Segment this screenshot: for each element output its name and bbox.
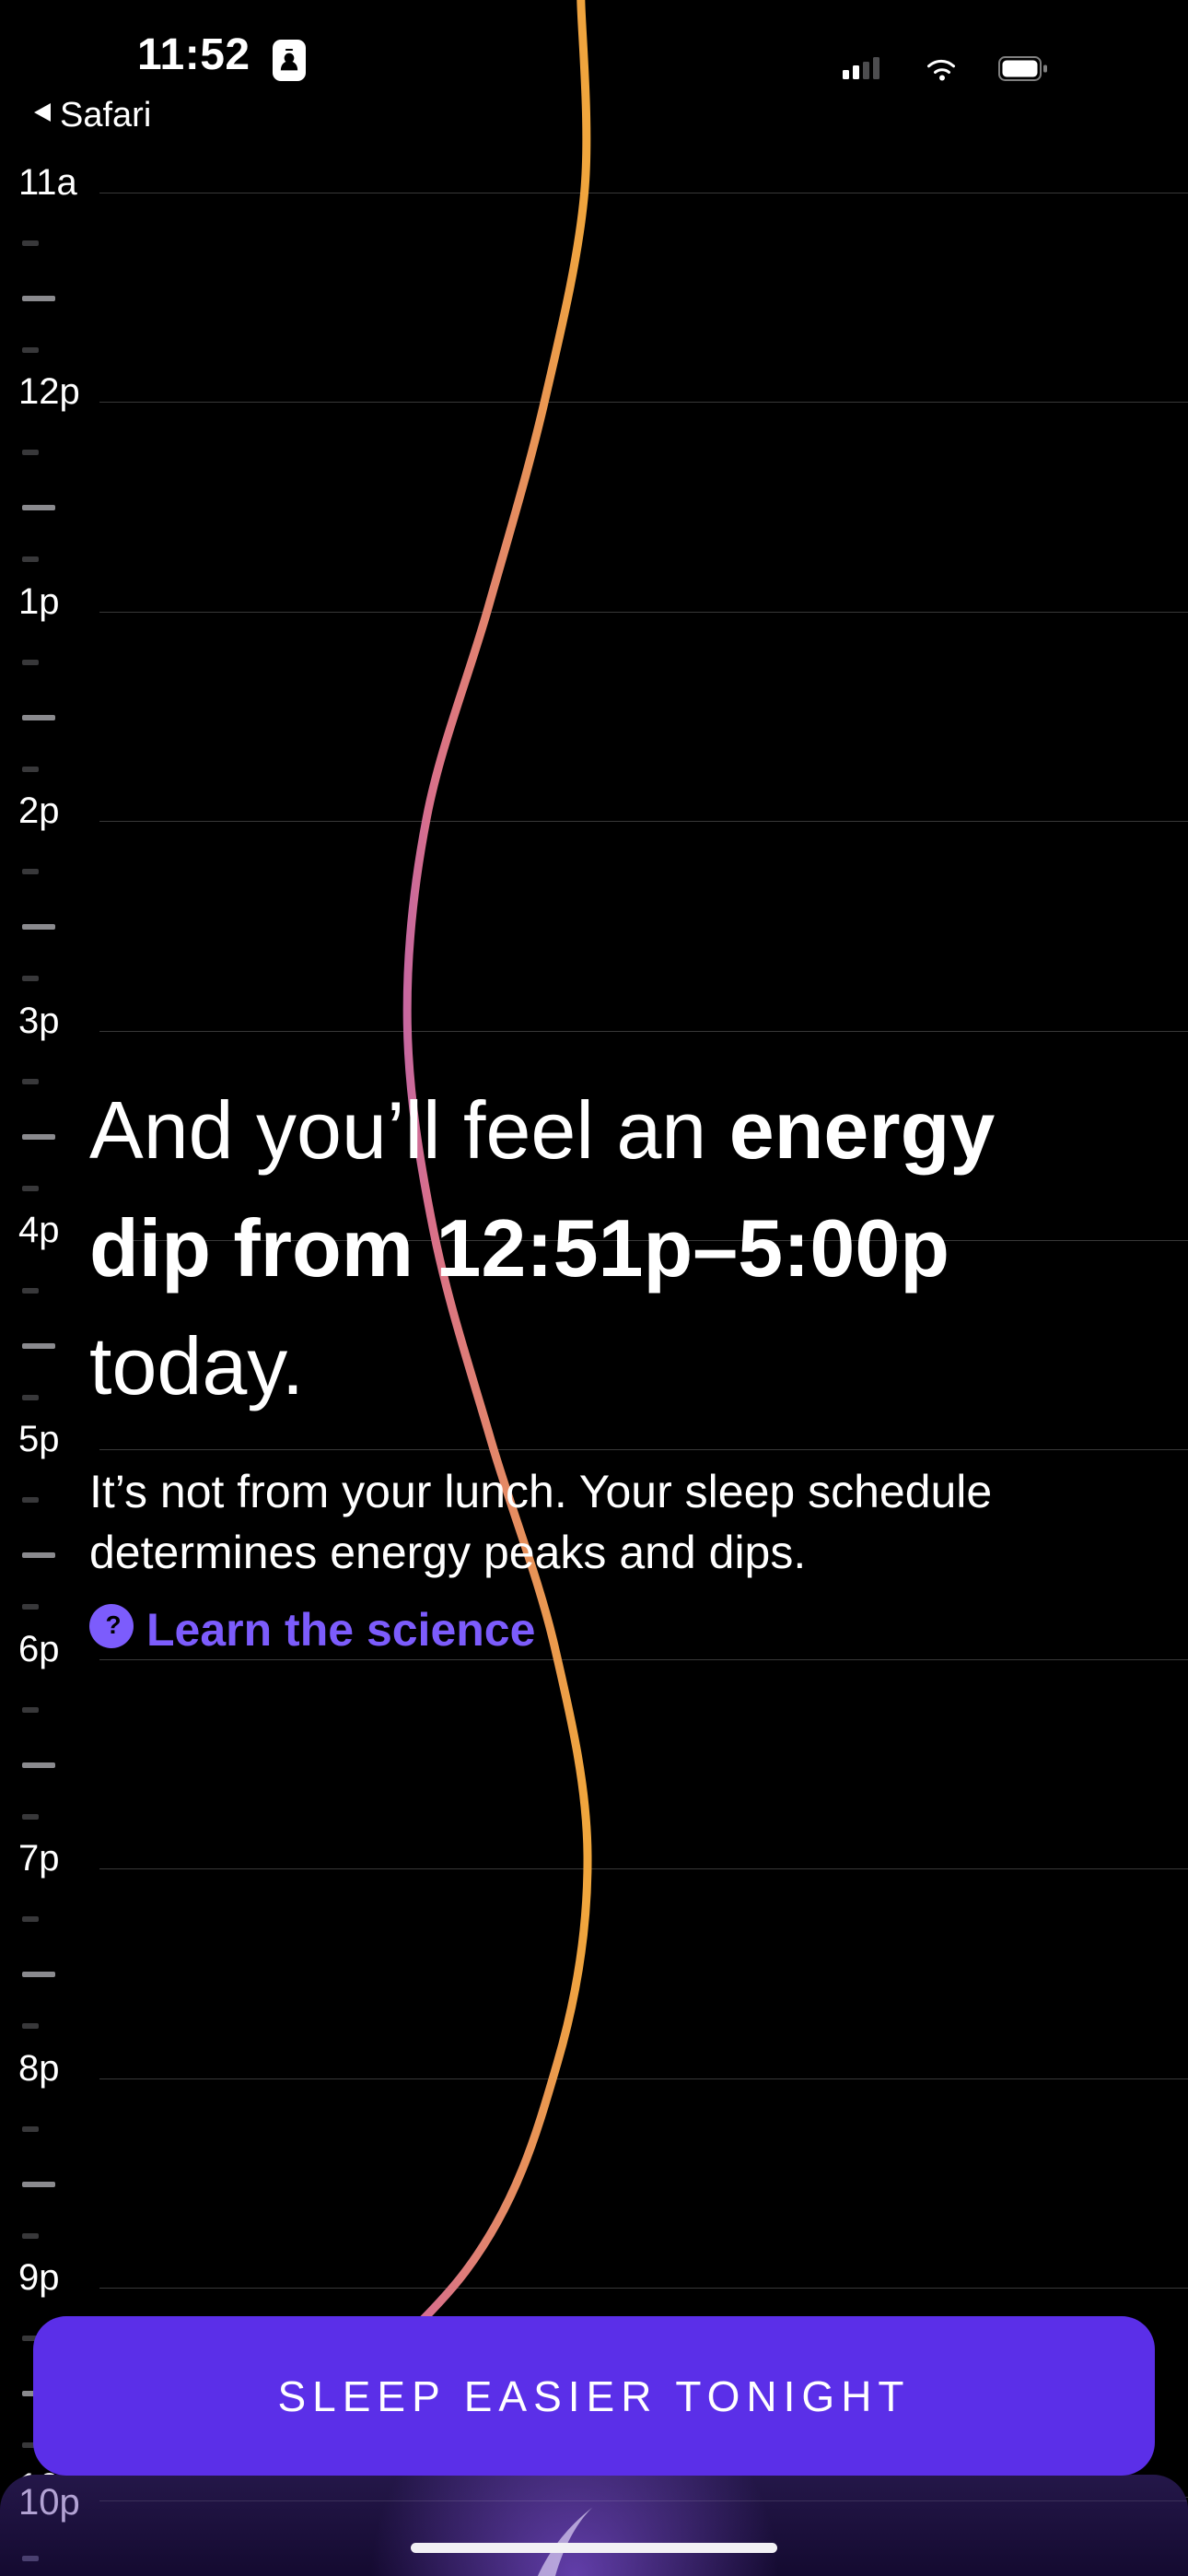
svg-text:?: ? xyxy=(105,1612,121,1638)
